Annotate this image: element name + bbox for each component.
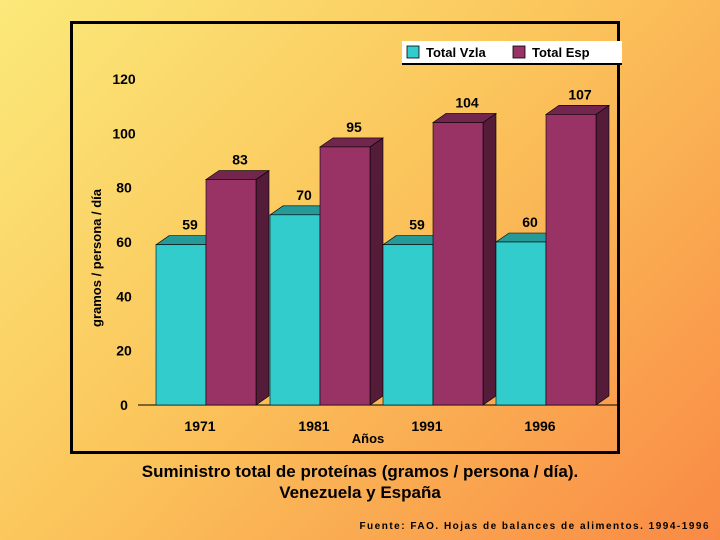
data-label: 83 <box>232 152 248 168</box>
x-axis-title: Años <box>352 431 385 446</box>
legend-label-vzla: Total Vzla <box>426 45 486 60</box>
y-tick-label: 20 <box>116 343 132 359</box>
x-tick-label: 1971 <box>184 418 215 434</box>
x-tick-label: 1996 <box>524 418 555 434</box>
y-axis-title: gramos / persona / día <box>89 188 104 327</box>
y-axis-ticks: 0 20 40 60 80 100 120 <box>112 71 136 413</box>
bar-esp-1991 <box>432 112 497 406</box>
data-label: 60 <box>522 214 538 230</box>
data-label: 95 <box>346 119 362 135</box>
x-axis-ticks: 1971 1981 1991 1996 <box>184 418 555 434</box>
y-tick-label: 120 <box>112 71 136 87</box>
bar-esp-1971 <box>205 169 270 406</box>
data-label: 59 <box>409 217 425 233</box>
data-label: 104 <box>455 94 479 110</box>
bar-front <box>319 146 371 406</box>
bar-front <box>432 122 484 406</box>
bar-esp-1981 <box>319 137 384 406</box>
bars: 59 83 70 95 59 104 60 107 <box>138 86 620 406</box>
bar-front <box>545 114 597 406</box>
y-tick-label: 60 <box>116 234 132 250</box>
legend-label-esp: Total Esp <box>532 45 590 60</box>
y-tick-label: 80 <box>116 180 132 196</box>
chart-caption: Suministro total de proteínas (gramos / … <box>60 461 660 503</box>
legend-box <box>402 41 622 64</box>
caption-line-1: Suministro total de proteínas (gramos / … <box>141 462 579 481</box>
data-label: 107 <box>568 86 592 102</box>
legend-swatch-vzla <box>406 45 420 59</box>
x-tick-label: 1981 <box>298 418 329 434</box>
source-note: Fuente: FAO. Hojas de balances de alimen… <box>359 521 710 532</box>
legend: Total Vzla Total Esp <box>402 41 622 65</box>
bar-front <box>495 241 547 406</box>
bar-side <box>595 104 610 406</box>
bar-side <box>255 169 270 406</box>
legend-swatch-esp <box>512 45 526 59</box>
bar-side <box>482 112 497 406</box>
x-tick-label: 1991 <box>411 418 442 434</box>
y-tick-label: 40 <box>116 288 132 304</box>
chart-frame <box>70 21 620 454</box>
data-label: 70 <box>296 187 312 203</box>
bar-front <box>382 244 434 406</box>
y-tick-label: 100 <box>112 125 136 141</box>
y-tick-label: 0 <box>120 397 128 413</box>
bar-side <box>369 137 384 406</box>
bar-front <box>205 179 257 406</box>
bar-front <box>269 214 321 406</box>
bar-front <box>155 244 207 406</box>
caption-line-2: Venezuela y España <box>279 483 441 502</box>
bar-esp-1996 <box>545 104 610 406</box>
data-label: 59 <box>182 217 198 233</box>
